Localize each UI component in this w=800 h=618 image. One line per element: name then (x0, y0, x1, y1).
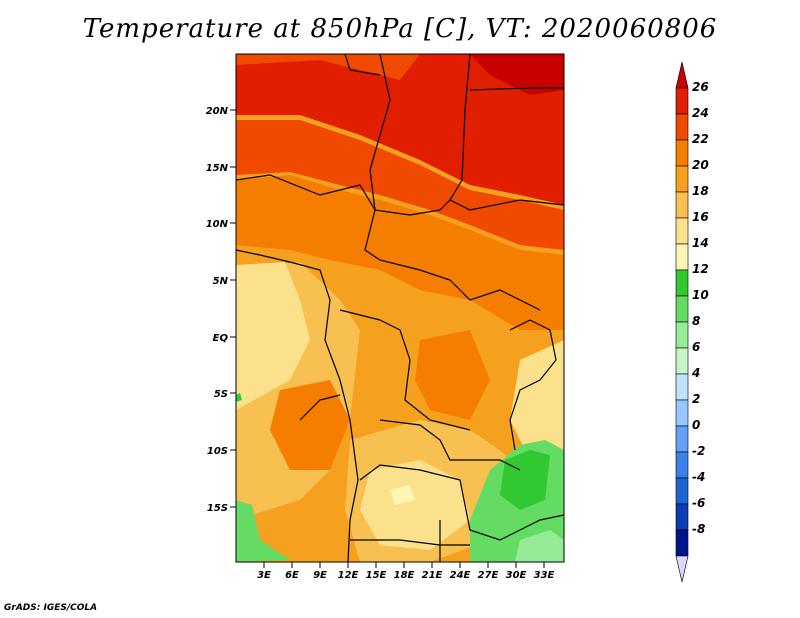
colorbar-label: 20 (692, 158, 709, 172)
colorbar-label: 24 (692, 106, 709, 120)
temperature-field (236, 54, 564, 562)
colorbar-segment (675, 269, 689, 297)
colorbar-segment (675, 87, 689, 115)
colorbar-label: 14 (692, 236, 709, 250)
colorbar-segment (675, 191, 689, 219)
colorbar-label: -4 (692, 470, 705, 484)
colorbar-segment (675, 451, 689, 479)
colorbar (675, 61, 689, 583)
colorbar-segment (675, 529, 689, 557)
colorbar-segment (675, 425, 689, 453)
colorbar-segment (675, 503, 689, 531)
lon-label: 24E (450, 570, 471, 581)
colorbar-label: 10 (692, 288, 709, 302)
grads-credit: GrADS: IGES/COLA (4, 603, 98, 613)
lon-label: 33E (534, 570, 555, 581)
lon-label: 3E (257, 570, 271, 581)
colorbar-label: 8 (692, 314, 700, 328)
colorbar-segment (675, 61, 689, 89)
map-frame (235, 53, 565, 563)
lon-label: 15E (366, 570, 387, 581)
colorbar-label: -8 (692, 522, 705, 536)
colorbar-segment (675, 113, 689, 141)
colorbar-segment (675, 321, 689, 349)
lon-label: 18E (394, 570, 415, 581)
lat-label: 10S (207, 446, 228, 457)
colorbar-segment (675, 139, 689, 167)
colorbar-label: 16 (692, 210, 709, 224)
colorbar-label: 18 (692, 184, 709, 198)
colorbar-segment (675, 399, 689, 427)
colorbar-segment (675, 217, 689, 245)
latitude-axis: 20N 15N 10N 5N EQ 5S 10S 15S (206, 106, 236, 514)
colorbar-label: 0 (692, 418, 700, 432)
colorbar-segment (675, 555, 689, 583)
lat-label: 15N (206, 163, 229, 174)
lat-label: 20N (206, 106, 229, 117)
lat-label: EQ (213, 333, 229, 344)
lon-label: 30E (506, 570, 527, 581)
colorbar-label: 4 (691, 366, 700, 380)
colorbar-label: 26 (692, 80, 709, 94)
colorbar-segment (675, 373, 689, 401)
chart-title: Temperature at 850hPa [C], VT: 202006080… (82, 14, 718, 44)
colorbar-label: 2 (692, 392, 700, 406)
colorbar-label: 6 (692, 340, 700, 354)
lon-label: 6E (285, 570, 299, 581)
colorbar-segment (675, 165, 689, 193)
colorbar-segment (675, 295, 689, 323)
lat-label: 5N (213, 276, 229, 287)
lon-label: 12E (338, 570, 359, 581)
colorbar-labels: 26 24 22 20 18 16 14 12 10 8 6 4 2 0 -2 … (691, 80, 709, 536)
colorbar-label: 12 (692, 262, 709, 276)
lat-label: 15S (207, 503, 228, 514)
colorbar-segment (675, 243, 689, 271)
lat-label: 10N (206, 219, 229, 230)
lon-label: 27E (478, 570, 499, 581)
lon-label: 9E (313, 570, 327, 581)
longitude-axis: 3E 6E 9E 12E 15E 18E 21E 24E 27E 30E 33E (257, 562, 555, 581)
lon-label: 21E (422, 570, 443, 581)
colorbar-label: 22 (692, 132, 709, 146)
colorbar-segment (675, 347, 689, 375)
colorbar-label: -2 (692, 444, 705, 458)
colorbar-segment (675, 477, 689, 505)
colorbar-label: -6 (692, 496, 705, 510)
lat-label: 5S (214, 389, 228, 400)
country-borders (236, 54, 564, 562)
